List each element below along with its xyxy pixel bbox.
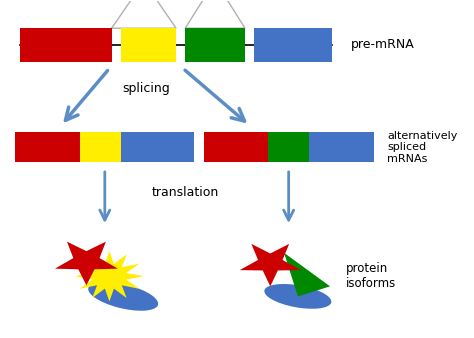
- Text: protein
isoforms: protein isoforms: [346, 262, 396, 290]
- Text: translation: translation: [152, 186, 219, 199]
- Bar: [310, 132, 374, 162]
- Bar: [121, 28, 176, 62]
- Polygon shape: [55, 242, 118, 285]
- Polygon shape: [284, 253, 330, 296]
- Polygon shape: [240, 244, 301, 286]
- Bar: [80, 132, 121, 162]
- Ellipse shape: [88, 282, 158, 311]
- Bar: [204, 132, 268, 162]
- Bar: [15, 132, 80, 162]
- Text: alternatively
spliced
mRNAs: alternatively spliced mRNAs: [387, 130, 458, 164]
- Bar: [185, 28, 245, 62]
- Bar: [121, 132, 194, 162]
- Bar: [254, 28, 332, 62]
- Bar: [268, 132, 310, 162]
- Text: splicing: splicing: [122, 82, 170, 95]
- Bar: [20, 28, 112, 62]
- Polygon shape: [75, 251, 144, 301]
- Ellipse shape: [264, 284, 331, 309]
- Text: pre-mRNA: pre-mRNA: [351, 39, 414, 51]
